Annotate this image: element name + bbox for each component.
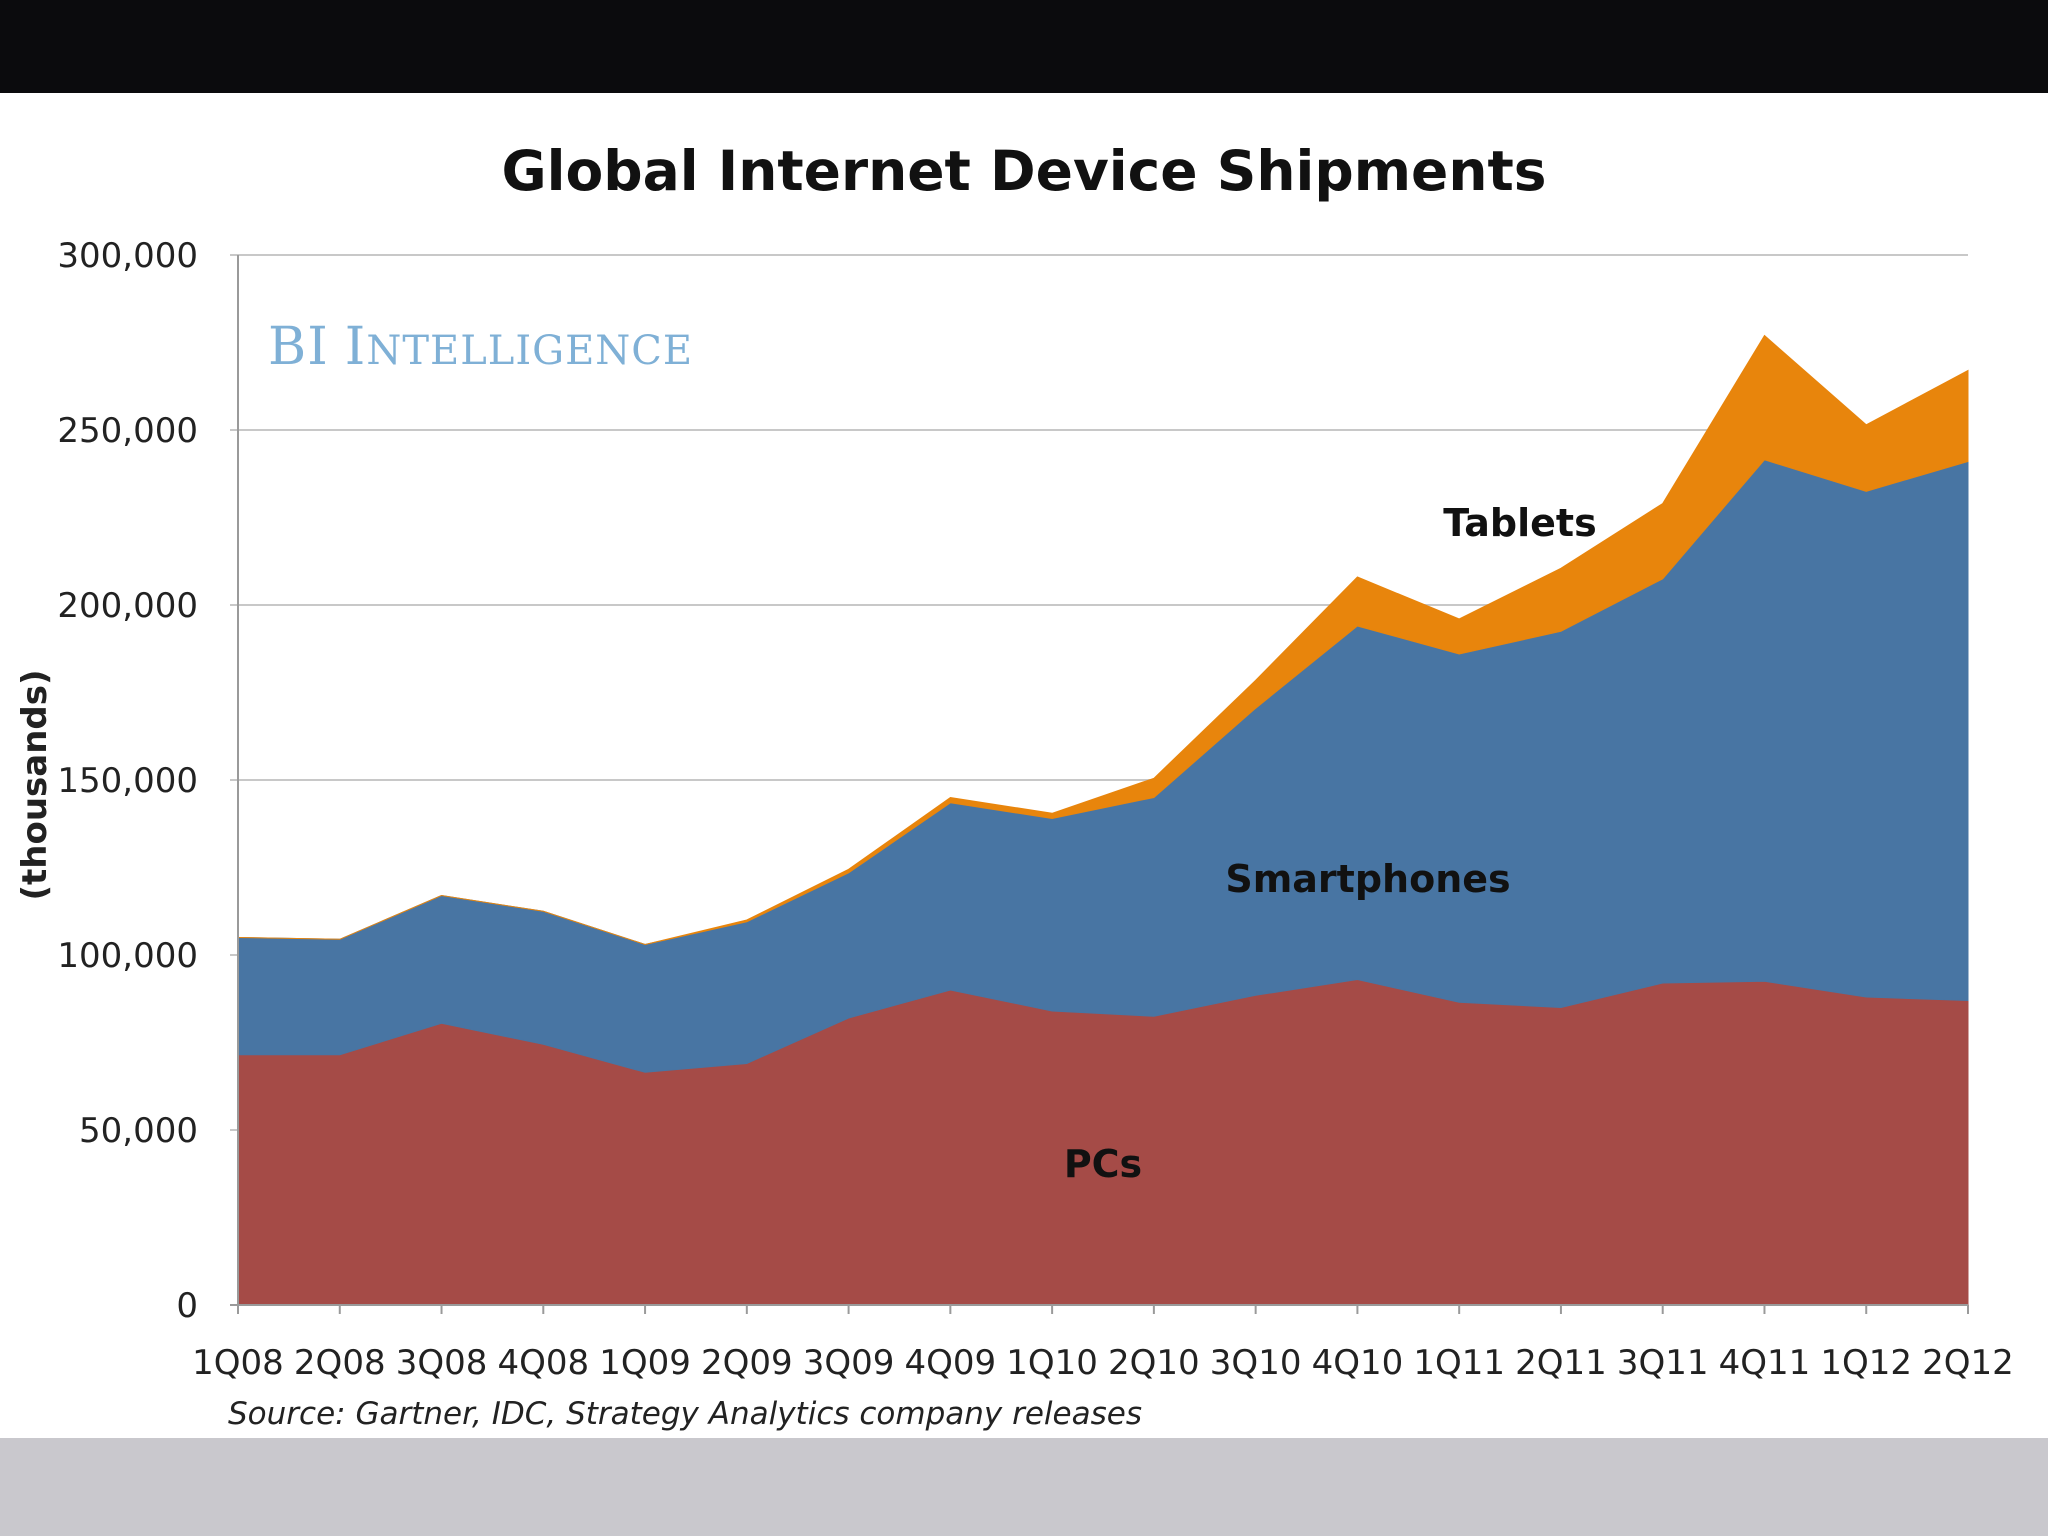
y-tick-label: 150,000: [57, 761, 198, 801]
y-tick-label: 200,000: [57, 586, 198, 626]
x-tick-label: 4Q09: [905, 1343, 997, 1383]
pcs-label: PCs: [1064, 1142, 1142, 1186]
source-note: Source: Gartner, IDC, Strategy Analytics…: [228, 1396, 1142, 1432]
y-tick-labels: 0 50,000 100,000 150,000 200,000 250,000 300,0…: [57, 236, 198, 1326]
y-axis-label: (thousands): [15, 669, 55, 900]
bottom-bar: [0, 1438, 2048, 1536]
top-bar: [0, 0, 2048, 93]
x-tick-label: 3Q11: [1617, 1343, 1709, 1383]
x-tick-label: 4Q08: [497, 1343, 589, 1383]
x-tick-label: 3Q08: [396, 1343, 488, 1383]
x-tick-label: 2Q08: [294, 1343, 386, 1383]
axes: [230, 255, 1969, 1314]
y-tick-label: 300,000: [57, 236, 198, 276]
x-tick-label: 1Q09: [599, 1343, 691, 1383]
tablets-area: [237, 334, 1969, 946]
y-tick-label: 0: [176, 1286, 198, 1326]
x-tick-label: 1Q08: [192, 1343, 284, 1383]
x-tick-label: 3Q09: [803, 1343, 895, 1383]
x-tick-labels: 1Q08 2Q08 3Q08 4Q08 1Q09 2Q09 3Q09 4Q09 1Q10 2Q10…: [192, 1343, 2014, 1383]
x-tick-label: 3Q10: [1210, 1343, 1302, 1383]
x-tick-label: 1Q10: [1006, 1343, 1098, 1383]
x-tick-label: 2Q09: [701, 1343, 793, 1383]
tablets-label: Tablets: [1443, 501, 1596, 545]
chart-title: Global Internet Device Shipments: [502, 139, 1547, 203]
bi-intelligence-watermark: BI INTELLIGENCE: [268, 317, 693, 377]
x-tick-label: 4Q10: [1312, 1343, 1404, 1383]
y-tick-label: 250,000: [57, 411, 198, 451]
x-tick-label: 2Q12: [1922, 1343, 2014, 1383]
x-tick-label: 1Q11: [1413, 1343, 1505, 1383]
smartphones-label: Smartphones: [1225, 857, 1510, 901]
x-tick-label: 1Q12: [1820, 1343, 1912, 1383]
x-tick-label: 2Q11: [1515, 1343, 1607, 1383]
y-tick-label: 100,000: [57, 936, 198, 976]
x-tick-label: 2Q10: [1108, 1343, 1200, 1383]
y-tick-label: 50,000: [79, 1111, 198, 1151]
smartphones-area: [237, 459, 1969, 1073]
x-tick-label: 4Q11: [1719, 1343, 1811, 1383]
